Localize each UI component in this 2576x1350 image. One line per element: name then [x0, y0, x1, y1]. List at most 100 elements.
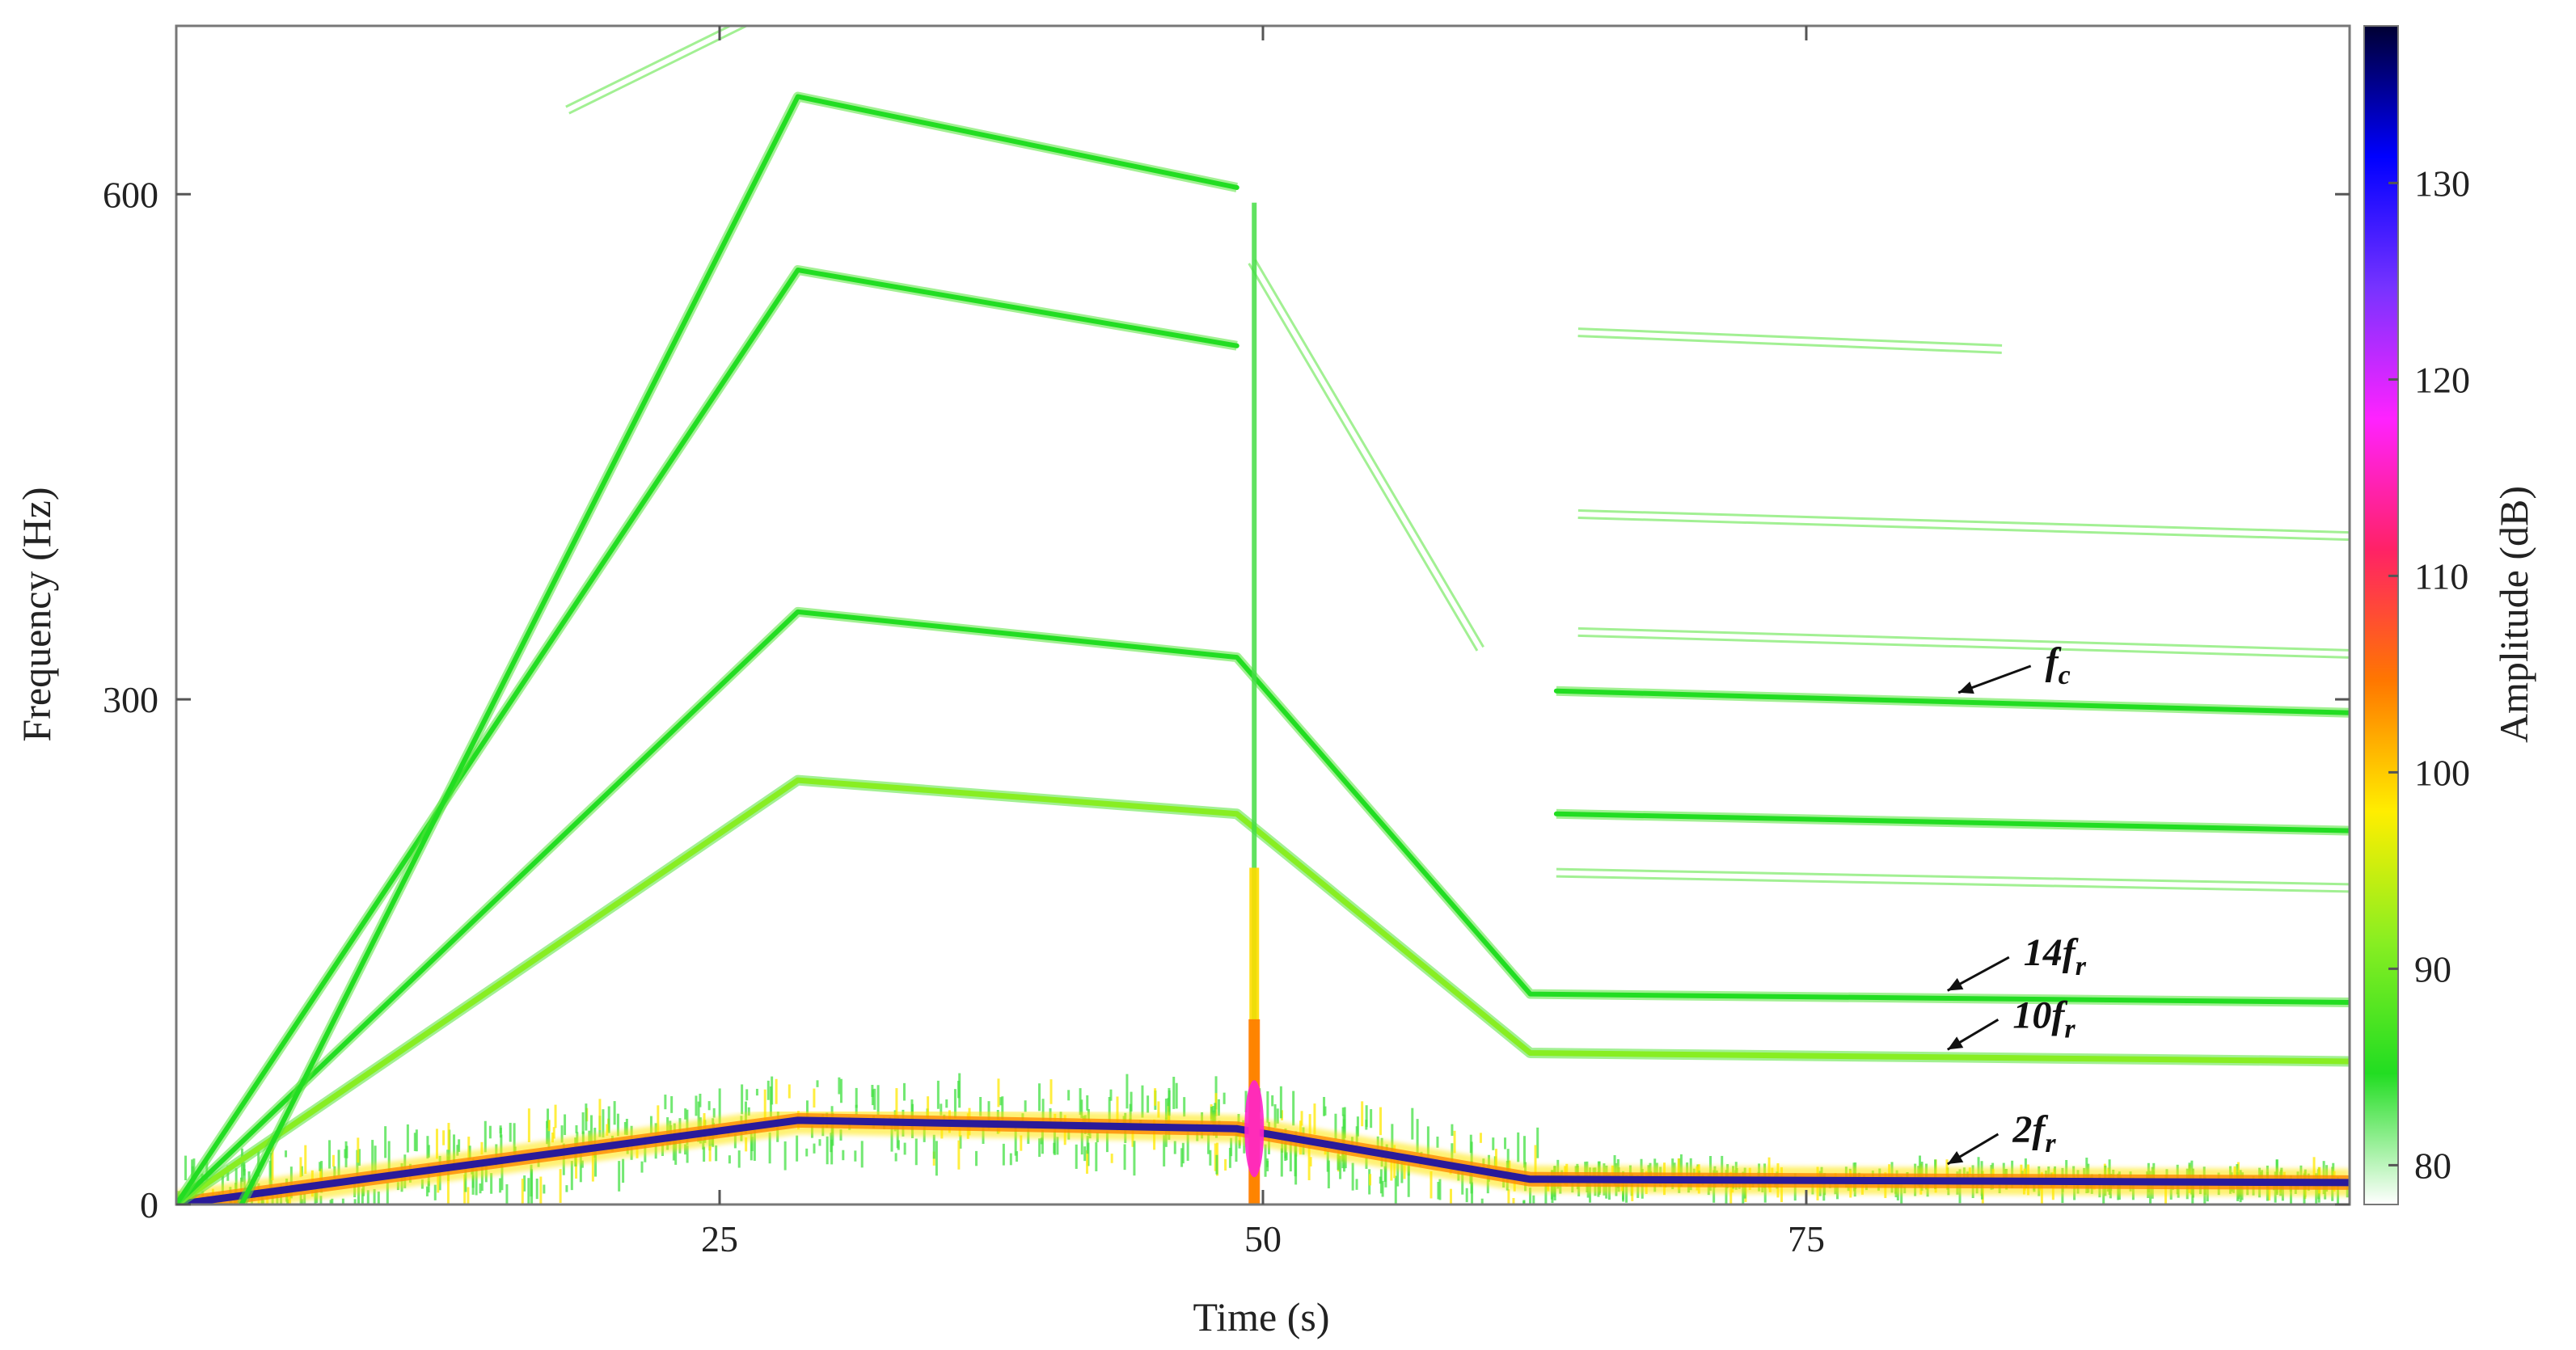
noise-speckle [488, 1125, 492, 1139]
noise-speckle [527, 1108, 530, 1142]
colorbar-tick-label: 80 [2414, 1145, 2451, 1186]
noise-speckle [523, 1175, 526, 1192]
series-line-h4 [1553, 811, 2350, 833]
noise-speckle [616, 1113, 619, 1137]
noise-speckle [1309, 1157, 1312, 1166]
noise-speckle [684, 1108, 687, 1120]
noise-speckle [499, 1178, 502, 1193]
noise-speckle [184, 1155, 188, 1180]
noise-speckle [1157, 1101, 1160, 1118]
noise-speckle [546, 1120, 549, 1145]
annotation-arrow-head [1947, 1150, 1964, 1165]
noise-speckle [1230, 1137, 1233, 1157]
noise-speckle [935, 1141, 938, 1176]
noise-speckle [1214, 1143, 1217, 1171]
noise-speckle [435, 1129, 438, 1159]
noise-speckle [328, 1140, 332, 1169]
series-line-h6 [1575, 629, 2350, 656]
noise-speckle [1396, 1156, 1400, 1187]
noise-speckle [1470, 1141, 1473, 1166]
noise-speckle [1480, 1198, 1484, 1204]
colorbar-tick-label: 120 [2414, 359, 2470, 400]
x-axis-ticks: 25 50 75 [701, 26, 1825, 1259]
noise-speckle [747, 1107, 750, 1116]
noise-speckle [479, 1183, 482, 1194]
noise-speckle [570, 1161, 573, 1191]
noise-speckle [657, 1105, 660, 1139]
noise-speckle [299, 1157, 302, 1178]
x-tick-label: 25 [701, 1218, 738, 1259]
noise-speckle [999, 1097, 1003, 1106]
noise-speckle [1207, 1133, 1210, 1154]
noise-speckle [560, 1125, 564, 1143]
noise-speckle [606, 1124, 609, 1136]
noise-speckle [513, 1123, 516, 1155]
noise-speckle [625, 1118, 628, 1136]
noise-speckle [728, 1155, 731, 1164]
noise-speckle [437, 1173, 440, 1193]
x-tick-label: 75 [1788, 1218, 1825, 1259]
noise-speckle [406, 1124, 409, 1153]
noise-speckle [1379, 1107, 1382, 1136]
noise-speckle [686, 1145, 689, 1163]
noise-speckle [243, 1162, 246, 1172]
series-line-h5 [1553, 870, 2350, 891]
noise-speckle [1002, 1143, 1005, 1166]
noise-speckle [329, 1200, 332, 1204]
noise-speckle [301, 1199, 304, 1204]
noise-speckle [1479, 1133, 1482, 1143]
noise-speckle [741, 1084, 744, 1115]
noise-speckle [1370, 1109, 1373, 1129]
noise-speckle [613, 1101, 616, 1125]
noise-speckle [1507, 1189, 1510, 1204]
noise-speckle [813, 1088, 816, 1108]
noise-speckle [622, 1158, 625, 1183]
noise-speckle [876, 1085, 880, 1116]
noise-speckle [1536, 1127, 1539, 1158]
noise-speckle [1300, 1111, 1303, 1126]
noise-speckle [1522, 1136, 1526, 1168]
colorbar-label: Amplitude (dB) [2491, 486, 2536, 743]
noise-speckle [750, 1137, 754, 1151]
noise-speckle [543, 1184, 546, 1194]
noise-speckle [447, 1123, 450, 1150]
noise-speckle [855, 1087, 858, 1108]
noise-speckle [1307, 1145, 1311, 1180]
noise-speckle [357, 1137, 360, 1163]
noise-speckle [456, 1145, 459, 1156]
noise-speckle [1154, 1088, 1157, 1106]
noise-speckle [1280, 1148, 1283, 1177]
noise-speckle [873, 1088, 876, 1110]
noise-speckle [1289, 1139, 1292, 1172]
noise-speckle [234, 1168, 238, 1193]
noise-speckle [373, 1188, 376, 1204]
noise-speckle [475, 1168, 478, 1196]
noise-speckle [1108, 1097, 1111, 1126]
noise-speckle [649, 1116, 652, 1134]
noise-speckle [854, 1150, 857, 1162]
noise-speckle [708, 1145, 712, 1162]
annotation-arrow-head [1958, 681, 1974, 694]
noise-speckle [1215, 1154, 1218, 1175]
noise-speckle [1265, 1158, 1269, 1167]
noise-speckle [1266, 1091, 1269, 1123]
noise-speckle [753, 1125, 756, 1161]
annotation-arrow-head [1947, 1036, 1964, 1050]
noise-speckle [1416, 1119, 1419, 1153]
noise-speckle [1313, 1103, 1316, 1135]
colorbar-ticks: 80 90 100 110 120 130 [2388, 162, 2470, 1186]
annotation-label-2fr: 2fr [2012, 1108, 2056, 1158]
noise-speckle [579, 1149, 582, 1183]
noise-speckle [1334, 1113, 1337, 1140]
annotation-arrow-head [1947, 977, 1964, 991]
noise-speckle [775, 1078, 778, 1104]
noise-speckle [1451, 1124, 1454, 1137]
noise-speckle [1186, 1131, 1189, 1161]
noise-speckle [903, 1142, 906, 1155]
colorbar-tick-label: 90 [2414, 948, 2451, 989]
noise-speckle [1341, 1107, 1345, 1116]
noise-speckle [565, 1185, 568, 1192]
noise-speckle [945, 1099, 948, 1108]
noise-speckle [1133, 1141, 1136, 1176]
noise-speckle [1147, 1095, 1150, 1113]
